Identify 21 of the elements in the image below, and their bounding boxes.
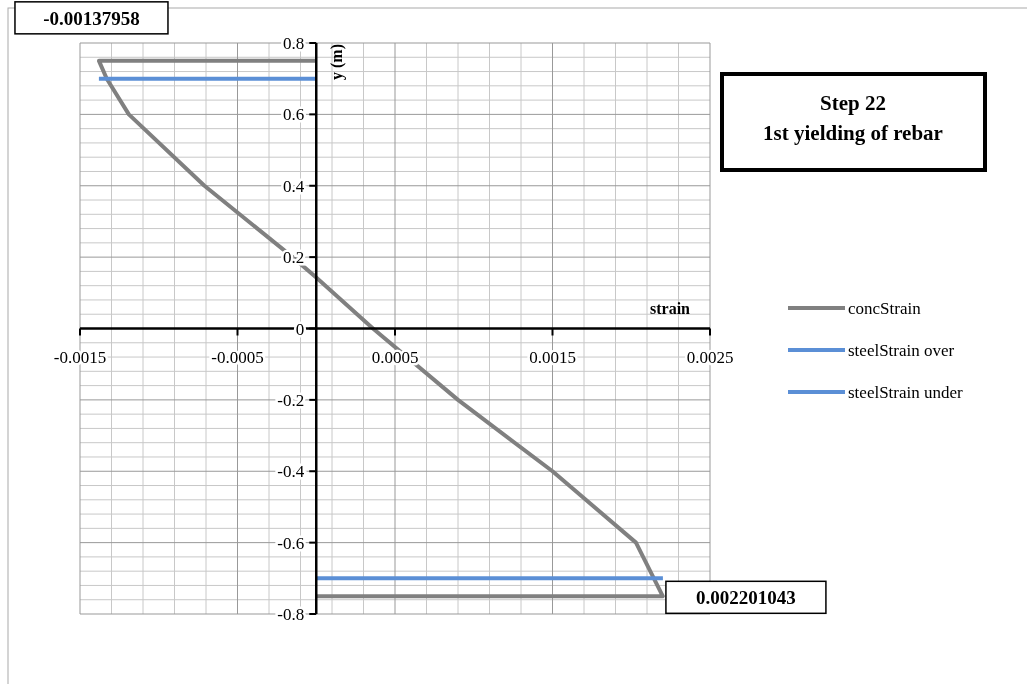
annotation: 0.002201043 — [696, 587, 796, 609]
annotation: -0.00137958 — [43, 7, 140, 29]
legend-label: concStrain — [848, 299, 922, 318]
y-tick-label: 0.6 — [283, 105, 305, 125]
x-tick-label: -0.0015 — [53, 347, 107, 367]
text: Step 22 1st yielding of rebar — [763, 91, 943, 145]
y-tick-label: -0.8 — [277, 605, 305, 624]
y-tick-label: 0.8 — [283, 34, 305, 53]
legend-label: steelStrain under — [848, 383, 964, 402]
y-tick-label: -0.2 — [277, 390, 305, 410]
y-axis-title: y (m) — [328, 44, 347, 80]
y-tick-label: 0.2 — [283, 248, 305, 268]
x-tick-label: 0.0005 — [371, 347, 419, 367]
x-axis-title: strain — [650, 299, 691, 317]
y-tick-label: 0.4 — [283, 176, 305, 196]
x-tick-label: 0.0015 — [529, 347, 576, 367]
y-tick-label: -0.4 — [277, 462, 305, 482]
y-tick-label: -0.6 — [277, 533, 305, 553]
x-tick-label: -0.0005 — [211, 347, 264, 367]
legend-label: steelStrain over — [848, 341, 955, 360]
x-tick-label: 0.0025 — [686, 347, 734, 367]
